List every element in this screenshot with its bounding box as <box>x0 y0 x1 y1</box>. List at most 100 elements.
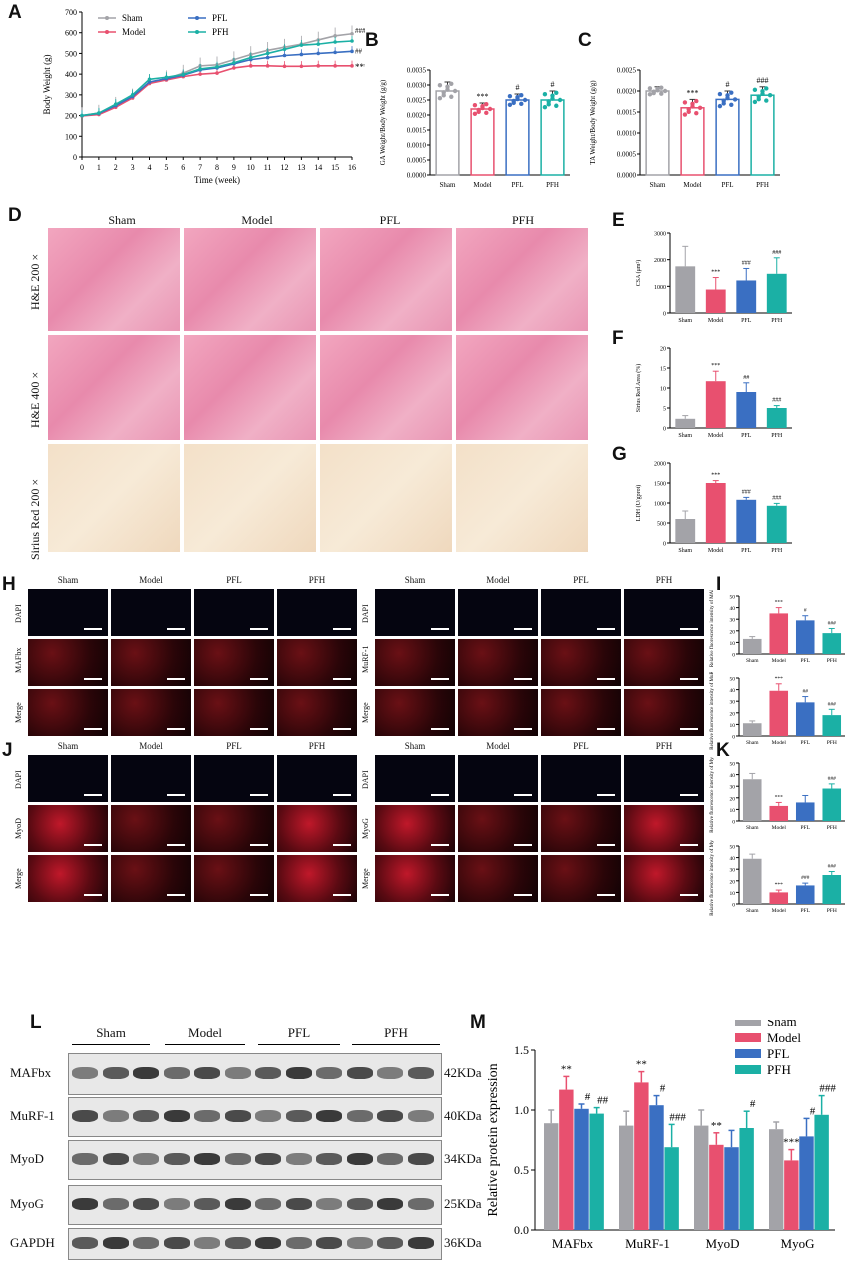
h-row-label: DAPI <box>361 603 370 623</box>
x-tick-label: Sham <box>746 908 759 914</box>
scale-bar <box>431 844 449 846</box>
x-tick-label: Sham <box>746 825 759 831</box>
y-tick-label: 20 <box>660 347 666 353</box>
data-point <box>350 49 354 54</box>
y-tick-label: 500 <box>657 522 666 528</box>
significance-mark: ## <box>597 1095 609 1107</box>
legend-label: PFH <box>212 27 229 37</box>
data-point <box>333 50 337 55</box>
scale-bar <box>84 728 102 730</box>
x-tick-label: Model <box>708 433 724 439</box>
legend-label: PFL <box>212 13 228 23</box>
data-point <box>198 67 202 71</box>
bar <box>769 1129 784 1230</box>
x-tick-label: PFL <box>801 740 811 746</box>
micro-sirius-model <box>184 444 316 552</box>
d-col-pfl: PFL <box>379 213 401 227</box>
legend-swatch <box>735 1065 761 1074</box>
bar <box>724 1147 739 1230</box>
y-tick-label: 1500 <box>654 482 666 488</box>
j-fluorescence-image <box>28 805 108 852</box>
y-tick-label: 40 <box>730 856 736 862</box>
scale-bar <box>597 728 615 730</box>
scale-bar <box>84 844 102 846</box>
wb-group-label: PFH <box>384 1025 408 1040</box>
wb-band <box>133 1237 159 1249</box>
data-point <box>215 65 219 69</box>
wb-band <box>72 1110 98 1122</box>
y-tick-label: 30 <box>730 868 736 874</box>
chart-m-protein-expression: 0.0 0.5 1.0 1.5 Relative protein expression *… <box>486 1020 836 1251</box>
y-tick-label: 0.0 <box>514 1223 529 1237</box>
data-point <box>686 109 691 115</box>
j-col-label: Model <box>139 741 163 751</box>
significance-mark: # <box>660 1083 666 1095</box>
x-tick-label: 14 <box>314 163 322 172</box>
wb-band <box>224 1067 251 1079</box>
data-point <box>694 98 699 104</box>
significance-mark: # <box>804 608 807 614</box>
annotation: ## <box>355 47 363 55</box>
wb-size-label: 25KDa <box>444 1196 482 1211</box>
y-tick-label: 0.0030 <box>407 82 427 90</box>
wb-group-label: Model <box>188 1025 222 1040</box>
bar <box>814 1114 829 1230</box>
data-point <box>682 100 688 105</box>
wb-band <box>346 1237 373 1249</box>
x-tick-label: Sham <box>678 548 692 554</box>
significance-mark: *** <box>711 473 720 479</box>
data-point <box>472 111 478 116</box>
h-col-label: Model <box>486 575 510 585</box>
bar <box>645 90 670 176</box>
panel-letter-g: G <box>612 444 627 465</box>
bar <box>742 723 762 736</box>
legend-marker <box>195 30 199 34</box>
wb-group-label: Sham <box>96 1025 126 1040</box>
panel-letter-c: C <box>578 30 592 51</box>
data-point <box>519 101 524 107</box>
scale-bar <box>84 894 102 896</box>
wb-band <box>346 1110 373 1122</box>
data-point <box>725 95 730 101</box>
micro-he400-pfh <box>456 335 588 440</box>
d-col-sham: Sham <box>108 213 136 227</box>
data-point <box>752 87 758 93</box>
y-tick-label: 0.0015 <box>407 127 427 135</box>
y-tick-label: 0 <box>732 820 735 826</box>
scale-bar <box>84 628 102 630</box>
x-tick-label: PFH <box>756 181 769 189</box>
bar <box>822 875 842 904</box>
significance-mark: ### <box>801 875 810 881</box>
bar <box>795 702 815 736</box>
significance-mark: ### <box>828 620 837 626</box>
wb-band <box>377 1237 403 1249</box>
scale-bar <box>333 728 351 730</box>
wb-band <box>285 1110 312 1122</box>
x-tick-label: 16 <box>348 163 356 172</box>
wb-band <box>407 1153 434 1165</box>
chart-e-csa: 0 1000 2000 3000 CSA (μm²) Sham *** Model ### PFL… <box>635 232 792 324</box>
micro-he200-pfh <box>456 228 588 331</box>
wb-band <box>194 1237 220 1249</box>
d-col-pfh: PFH <box>511 213 534 227</box>
y-tick-label: 0.0025 <box>617 67 637 75</box>
h-fluorescence-image <box>28 639 108 686</box>
scale-bar <box>514 678 532 680</box>
micro-sirius-pfl <box>320 444 452 552</box>
significance-mark: ### <box>828 701 837 707</box>
data-point <box>476 109 481 115</box>
y-axis-label: Relative protein expression <box>486 1063 501 1216</box>
bar <box>769 690 789 736</box>
x-tick-label: PFH <box>771 318 783 324</box>
data-point <box>554 103 559 108</box>
wb-group-line <box>352 1044 440 1045</box>
scale-bar <box>680 628 698 630</box>
x-tick-label: 3 <box>131 163 135 172</box>
data-point <box>350 31 354 36</box>
data-point <box>729 90 734 95</box>
wb-band <box>102 1067 129 1079</box>
x-tick-label: Model <box>473 181 491 189</box>
data-point <box>721 101 726 106</box>
chart-g-ldh: 0 500 1000 1500 2000 LDH (U/gprot) Sham *** Mode… <box>635 462 792 554</box>
data-point <box>764 98 769 103</box>
